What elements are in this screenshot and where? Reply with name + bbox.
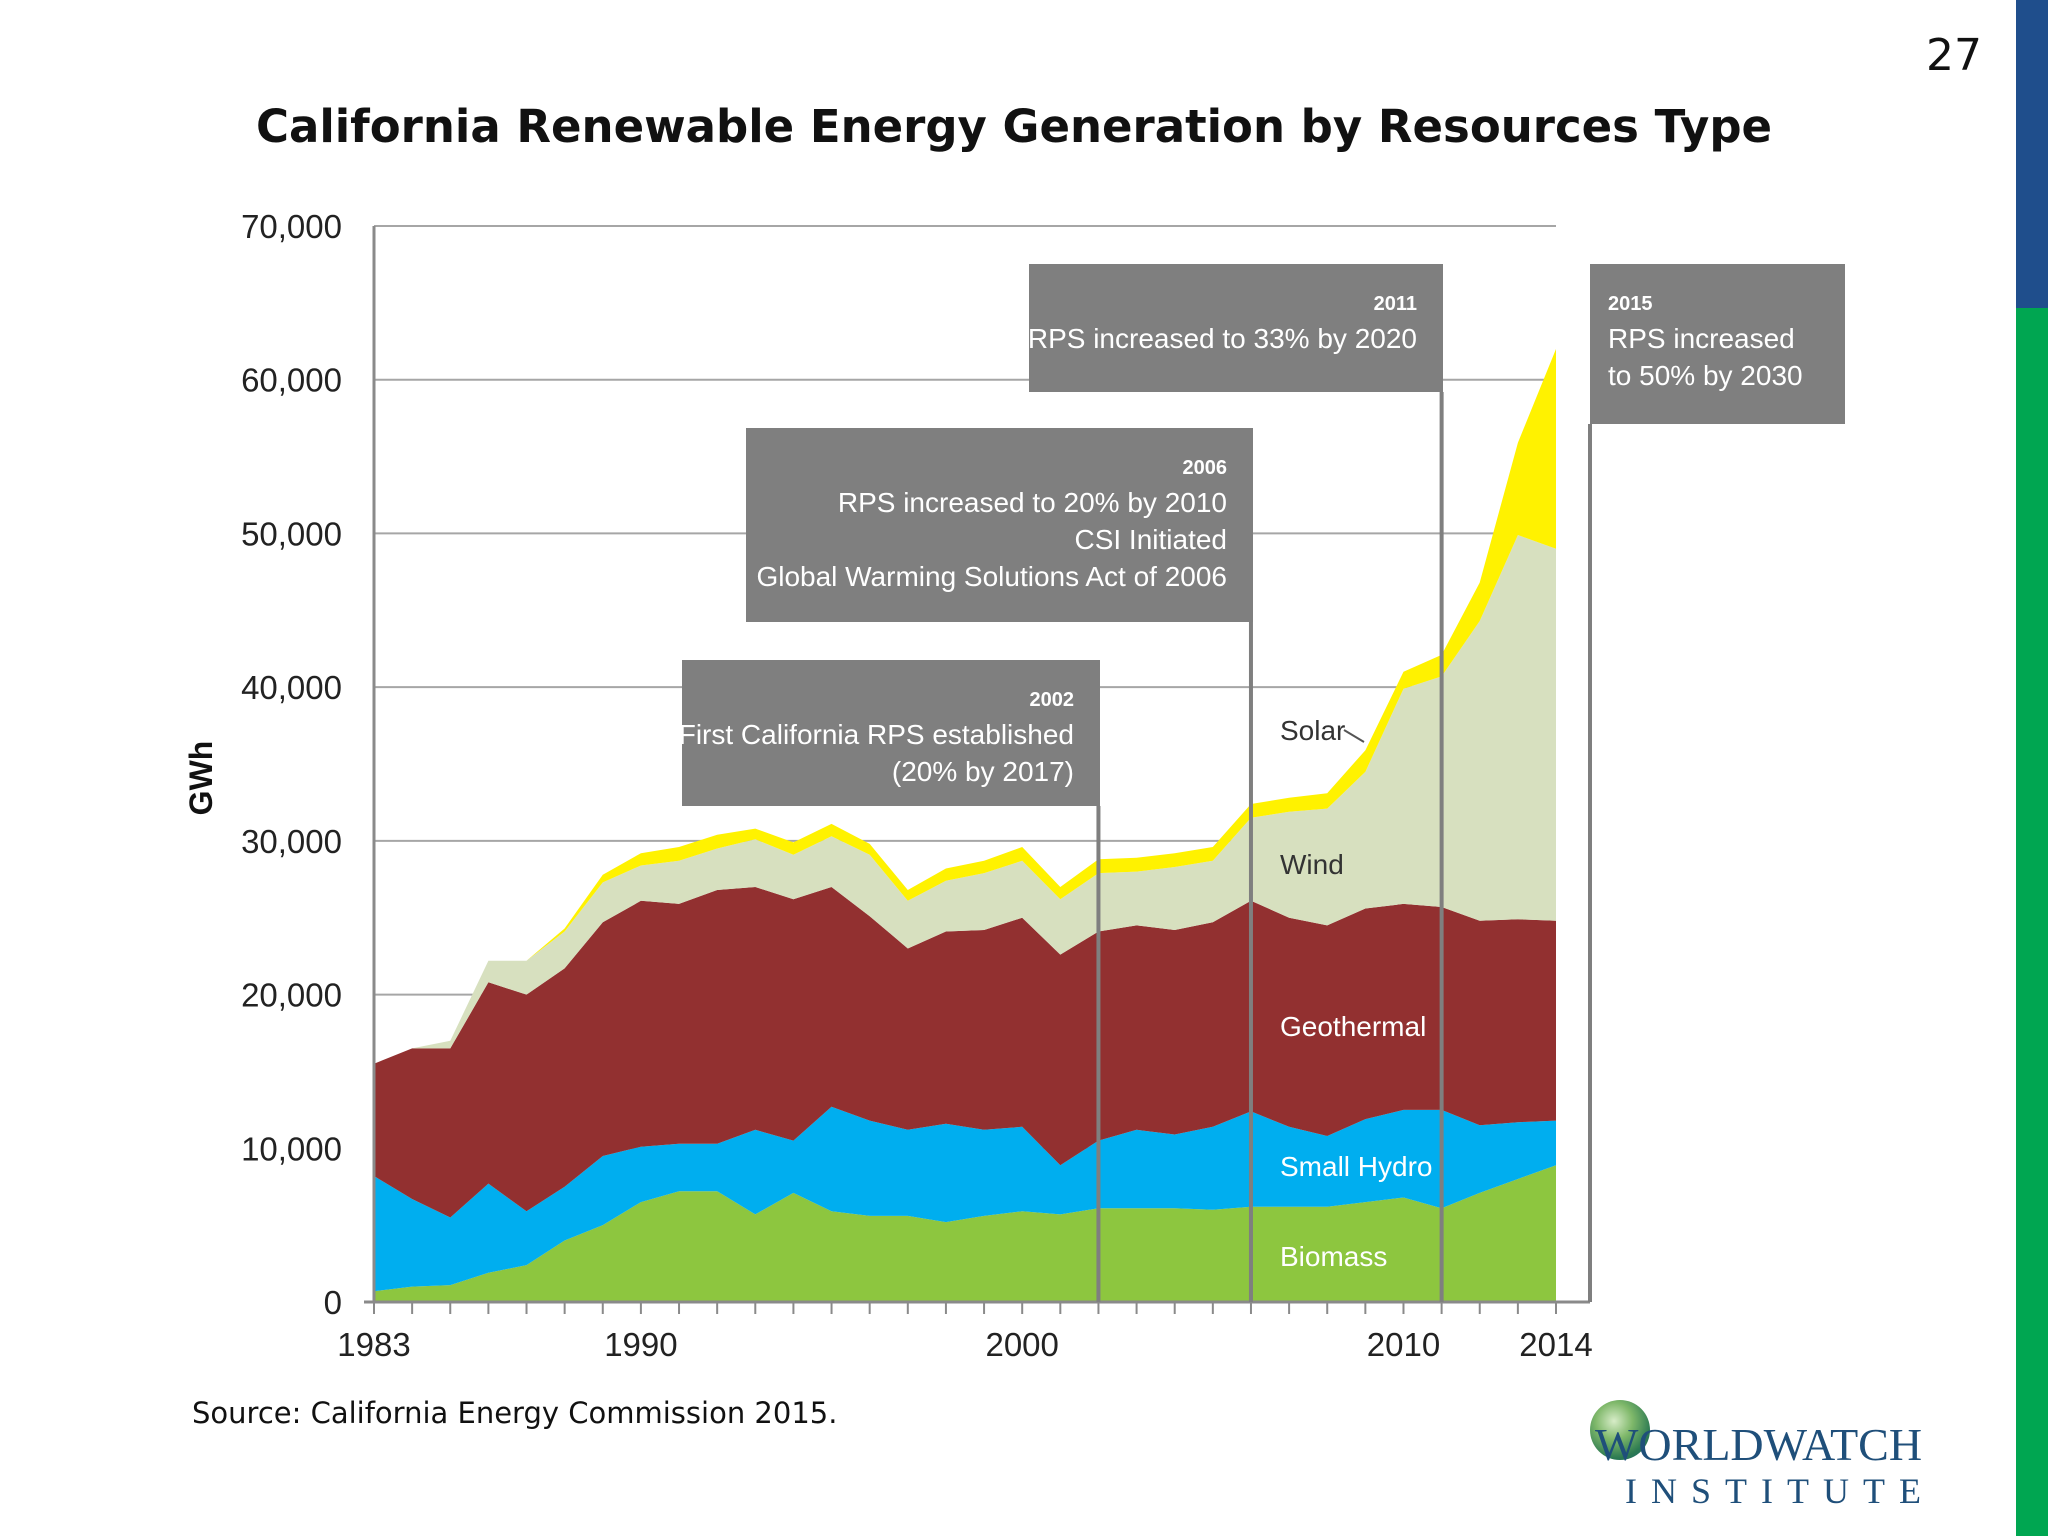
annotation-box — [1029, 264, 1443, 392]
annotation-text-line: Global Warming Solutions Act of 2006 — [756, 561, 1227, 592]
annotation-box — [746, 428, 1253, 622]
annotation-year: 2015 — [1608, 293, 1653, 315]
area-label-wind: Wind — [1280, 849, 1344, 880]
x-tick-label: 2000 — [985, 1326, 1058, 1363]
annotation-text-line: to 50% by 2030 — [1608, 360, 1803, 391]
x-tick-label: 2010 — [1367, 1326, 1440, 1363]
area-label-solar: Solar — [1280, 715, 1345, 746]
x-tick-label: 1990 — [604, 1326, 677, 1363]
annotation-text-line: RPS increased to 33% by 2020 — [1028, 323, 1417, 354]
annotation-year: 2011 — [1374, 293, 1417, 315]
y-tick-label: 30,000 — [241, 823, 342, 860]
area-biomass — [374, 1165, 1556, 1302]
annotation-text-line: RPS increased — [1608, 323, 1795, 354]
area-geothermal — [374, 887, 1556, 1218]
y-axis-label: GWh — [183, 741, 219, 816]
annotations: 2002 First California RPS established (20%… — [679, 264, 1845, 1302]
area-small-hydro — [374, 1106, 1556, 1292]
logo-line-1: WORLDWATCH — [1595, 1419, 1923, 1470]
area-series — [374, 349, 1556, 1302]
area-label-geothermal: Geothermal — [1280, 1011, 1426, 1042]
tick-labels: 0 10,000 20,000 30,000 40,000 50,000 60,000 70,… — [241, 208, 1593, 1363]
y-tick-label: 70,000 — [241, 208, 342, 245]
area-labels: Solar Wind Geothermal Small Hydro Biomass — [1280, 715, 1432, 1272]
source-note: Source: California Energy Commission 201… — [192, 1396, 838, 1430]
annotation-year: 2002 — [1030, 689, 1075, 711]
accent-bar-green — [2016, 308, 2048, 1536]
x-tick-label: 2014 — [1519, 1326, 1592, 1363]
annotation-box — [682, 660, 1100, 806]
axes — [364, 226, 1590, 1314]
annotation-box — [1590, 264, 1845, 424]
x-tick-label: 1983 — [337, 1326, 410, 1363]
area-label-biomass: Biomass — [1280, 1241, 1387, 1272]
y-tick-label: 0 — [324, 1284, 342, 1321]
annotation-text-line: First California RPS established — [679, 719, 1074, 750]
page-number: 27 — [1926, 30, 1982, 81]
area-label-small-hydro: Small Hydro — [1280, 1151, 1432, 1182]
annotation-year: 2006 — [1183, 457, 1228, 479]
y-tick-label: 40,000 — [241, 669, 342, 706]
globe-icon — [1590, 1400, 1650, 1460]
solar-pointer-line — [1343, 729, 1365, 743]
worldwatch-logo: WORLDWATCH INSTITUTE — [1585, 1396, 1930, 1516]
annotation-text-line: RPS increased to 20% by 2010 — [838, 487, 1227, 518]
logo-line-2: INSTITUTE — [1625, 1471, 1935, 1511]
y-tick-label: 50,000 — [241, 515, 342, 552]
accent-bar-blue — [2016, 0, 2048, 308]
annotation-text-line: CSI Initiated — [1074, 524, 1227, 555]
y-tick-label: 20,000 — [241, 977, 342, 1014]
y-tick-label: 10,000 — [241, 1130, 342, 1167]
slide-title: California Renewable Energy Generation b… — [255, 100, 1773, 153]
annotation-text-line: (20% by 2017) — [892, 756, 1074, 787]
y-tick-label: 60,000 — [241, 362, 342, 399]
